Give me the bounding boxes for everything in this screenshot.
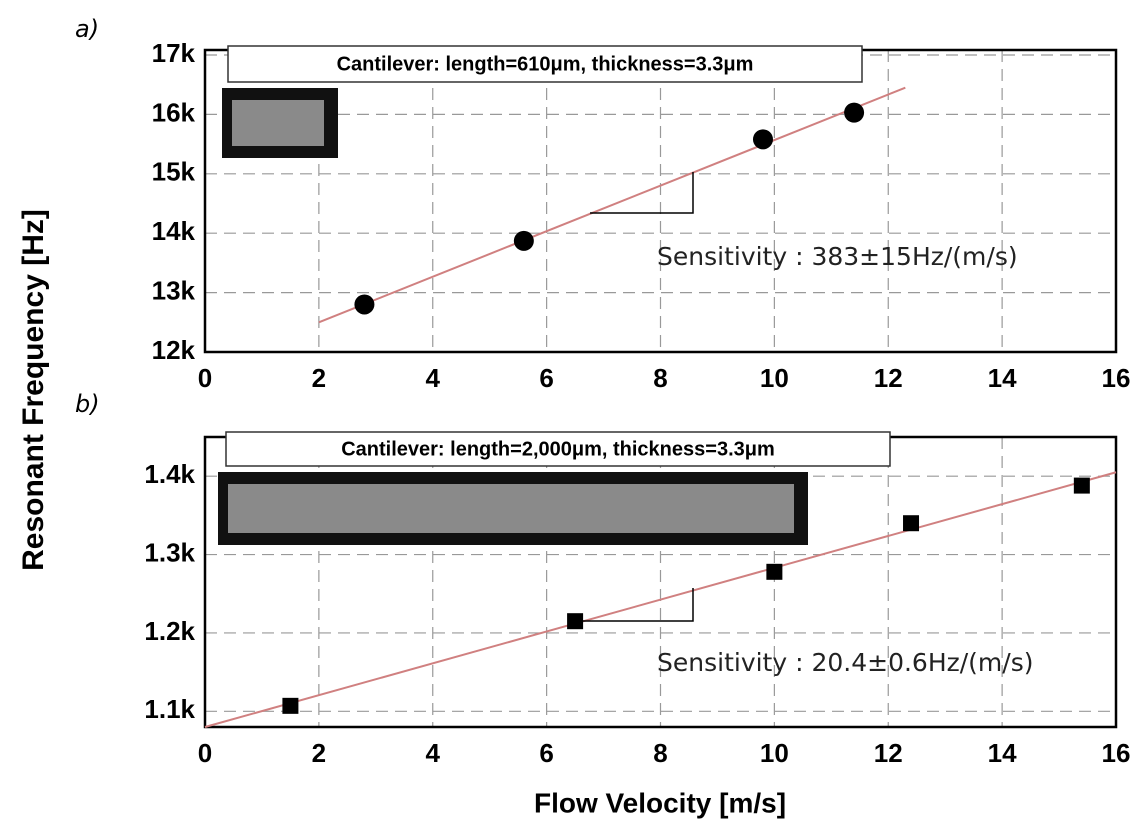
y-tick-label: 14k xyxy=(152,216,196,246)
data-point xyxy=(844,102,865,123)
x-tick-label: 14 xyxy=(988,363,1017,393)
data-point xyxy=(1073,477,1090,494)
x-tick-label: 0 xyxy=(198,363,212,393)
y-tick-label: 17k xyxy=(152,38,196,68)
y-tick-label: 15k xyxy=(152,157,196,187)
x-tick-label: 8 xyxy=(653,363,667,393)
annotation: Sensitivity : 20.4±0.6Hz/(m/s) xyxy=(657,648,1034,677)
data-point xyxy=(766,563,783,580)
data-point xyxy=(354,294,375,315)
slope-triangle xyxy=(590,172,694,214)
annotation: Sensitivity : 383±15Hz/(m/s) xyxy=(657,242,1018,271)
x-tick-label: 8 xyxy=(653,738,667,768)
legend-box xyxy=(227,45,863,83)
y-tick-label: 1.1k xyxy=(144,694,195,724)
legend-text: Cantilever: length=2,000μm, thickness=3.… xyxy=(341,438,775,460)
x-tick-label: 0 xyxy=(198,738,212,768)
x-tick-label: 4 xyxy=(426,363,441,393)
x-tick-label: 10 xyxy=(760,738,789,768)
x-tick-label: 16 xyxy=(1102,363,1131,393)
inset-image-inner xyxy=(228,484,794,533)
x-tick-label: 6 xyxy=(539,363,553,393)
x-tick-label: 2 xyxy=(312,738,326,768)
x-tick-label: 16 xyxy=(1102,738,1131,768)
legend-text: Cantilever: length=610μm, thickness=3.3μ… xyxy=(337,53,754,75)
x-tick-label: 12 xyxy=(874,738,903,768)
panel-label: a) xyxy=(75,15,99,43)
fit-line xyxy=(204,471,1117,728)
x-tick-label: 4 xyxy=(426,738,441,768)
slope-triangle xyxy=(577,588,694,622)
y-tick-label: 13k xyxy=(152,275,196,305)
legend-box xyxy=(225,431,891,467)
data-point xyxy=(282,697,299,714)
x-tick-label: 10 xyxy=(760,363,789,393)
panel-label: b) xyxy=(75,390,100,418)
y-tick-label: 1.4k xyxy=(144,459,195,489)
data-point xyxy=(567,613,584,630)
x-tick-label: 12 xyxy=(874,363,903,393)
fit-line xyxy=(318,86,906,324)
y-tick-label: 12k xyxy=(152,335,196,365)
data-point xyxy=(903,515,920,532)
y-tick-label: 1.3k xyxy=(144,537,195,567)
x-tick-label: 6 xyxy=(539,738,553,768)
x-tick-label: 14 xyxy=(988,738,1017,768)
y-tick-label: 1.2k xyxy=(144,616,195,646)
data-point xyxy=(752,129,773,150)
y-axis-title: Resonant Frequency [Hz] xyxy=(17,209,50,571)
x-tick-label: 2 xyxy=(312,363,326,393)
inset-image-inner xyxy=(232,100,324,146)
data-point xyxy=(513,230,534,251)
y-tick-label: 16k xyxy=(152,97,196,127)
x-axis-title: Flow Velocity [m/s] xyxy=(534,787,786,818)
